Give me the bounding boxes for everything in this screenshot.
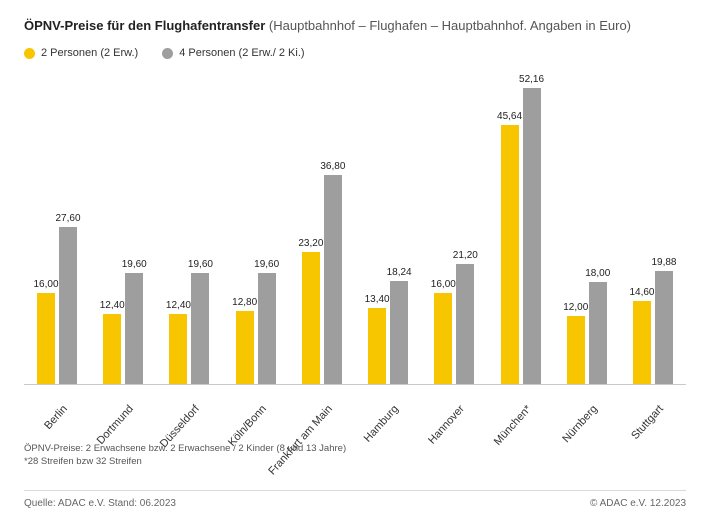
legend-swatch-0 (24, 48, 35, 59)
footer: Quelle: ADAC e.V. Stand: 06.2023 © ADAC … (24, 498, 686, 509)
footer-source: Quelle: ADAC e.V. Stand: 06.2023 (24, 498, 176, 509)
bar-value-label: 16,00 (431, 279, 456, 290)
bar: 19,60 (191, 273, 209, 384)
bar-value-label: 14,60 (629, 287, 654, 298)
bar: 23,20 (302, 252, 320, 384)
bar: 12,80 (236, 311, 254, 384)
bar-value-label: 21,20 (453, 250, 478, 261)
bar-value-label: 19,60 (188, 259, 213, 270)
x-axis-label: Hannover (426, 403, 467, 446)
bar-group: 12,4019,60 (160, 73, 218, 385)
bar-pair: 45,6452,16 (501, 88, 541, 384)
bar: 18,24 (390, 281, 408, 384)
bar-value-label: 12,00 (563, 302, 588, 313)
bar-group: 16,0021,20 (425, 73, 483, 385)
bar: 16,00 (434, 293, 452, 384)
bar-value-label: 23,20 (298, 238, 323, 249)
bar-value-label: 19,60 (122, 259, 147, 270)
bar-value-label: 45,64 (497, 111, 522, 122)
title-sub: (Hauptbahnhof – Flughafen – Hauptbahnhof… (269, 18, 631, 33)
bar-group: 14,6019,88 (624, 73, 682, 385)
bar-groups: 16,0027,6012,4019,6012,4019,6012,8019,60… (24, 73, 686, 385)
bar-value-label: 19,88 (651, 257, 676, 268)
x-axis-label: Hamburg (362, 403, 401, 445)
bar: 12,40 (169, 314, 187, 384)
bar-pair: 12,8019,60 (236, 273, 276, 384)
bar: 13,40 (368, 308, 386, 384)
note-line-1: ÖPNV-Preise: 2 Erwachsene bzw. 2 Erwachs… (24, 443, 346, 456)
bar: 27,60 (59, 227, 77, 384)
bar-group: 12,8019,60 (227, 73, 285, 385)
bar-group: 23,2036,80 (293, 73, 351, 385)
bar-pair: 23,2036,80 (302, 175, 342, 384)
bar-value-label: 16,00 (33, 279, 58, 290)
bar-pair: 12,4019,60 (169, 273, 209, 384)
bar: 16,00 (37, 293, 55, 384)
bar-pair: 12,0018,00 (567, 282, 607, 384)
bar-value-label: 36,80 (320, 161, 345, 172)
bar: 19,60 (258, 273, 276, 384)
bar-value-label: 13,40 (365, 294, 390, 305)
chart-notes: ÖPNV-Preise: 2 Erwachsene bzw. 2 Erwachs… (24, 443, 346, 469)
bar-group: 13,4018,24 (359, 73, 417, 385)
x-axis-label: Berlin (42, 403, 70, 432)
bar: 19,88 (655, 271, 673, 384)
bar: 52,16 (523, 88, 541, 384)
legend-item-1: 4 Personen (2 Erw./ 2 Ki.) (162, 47, 304, 59)
note-line-2: *28 Streifen bzw 32 Streifen (24, 456, 346, 469)
legend-swatch-1 (162, 48, 173, 59)
legend-item-0: 2 Personen (2 Erw.) (24, 47, 138, 59)
title-main: ÖPNV-Preise für den Flughafentransfer (24, 18, 265, 33)
bar: 14,60 (633, 301, 651, 384)
bar: 19,60 (125, 273, 143, 384)
bar-value-label: 27,60 (55, 213, 80, 224)
bar-value-label: 12,40 (100, 300, 125, 311)
bar-value-label: 52,16 (519, 74, 544, 85)
bar-pair: 12,4019,60 (103, 273, 143, 384)
bar: 36,80 (324, 175, 342, 384)
bar-pair: 16,0021,20 (434, 264, 474, 384)
x-axis-label: München* (491, 403, 533, 448)
footer-divider (24, 490, 686, 491)
x-axis-label: Nürnberg (560, 403, 600, 445)
legend-label-1: 4 Personen (2 Erw./ 2 Ki.) (179, 47, 304, 59)
bar-group: 16,0027,60 (28, 73, 86, 385)
bar-chart: 16,0027,6012,4019,6012,4019,6012,8019,60… (24, 65, 686, 385)
bar-value-label: 18,00 (585, 268, 610, 279)
bar-value-label: 12,80 (232, 297, 257, 308)
bar: 12,00 (567, 316, 585, 384)
bar-value-label: 18,24 (387, 267, 412, 278)
footer-copyright: © ADAC e.V. 12.2023 (590, 498, 686, 509)
bar-group: 12,0018,00 (558, 73, 616, 385)
bar-pair: 13,4018,24 (368, 281, 408, 384)
bar: 18,00 (589, 282, 607, 384)
x-axis-label: Dortmund (95, 403, 136, 447)
bar-value-label: 19,60 (254, 259, 279, 270)
bar-pair: 16,0027,60 (37, 227, 77, 384)
bar-value-label: 12,40 (166, 300, 191, 311)
bar-group: 45,6452,16 (492, 73, 550, 385)
legend-label-0: 2 Personen (2 Erw.) (41, 47, 138, 59)
x-axis-label: Köln/Bonn (226, 403, 269, 449)
x-axis-label: Stuttgart (629, 403, 666, 442)
bar: 12,40 (103, 314, 121, 384)
bar-group: 12,4019,60 (94, 73, 152, 385)
legend: 2 Personen (2 Erw.) 4 Personen (2 Erw./ … (24, 47, 686, 59)
bar: 21,20 (456, 264, 474, 384)
bar: 45,64 (501, 125, 519, 384)
bar-pair: 14,6019,88 (633, 271, 673, 384)
chart-title: ÖPNV-Preise für den Flughafentransfer (H… (24, 18, 686, 33)
